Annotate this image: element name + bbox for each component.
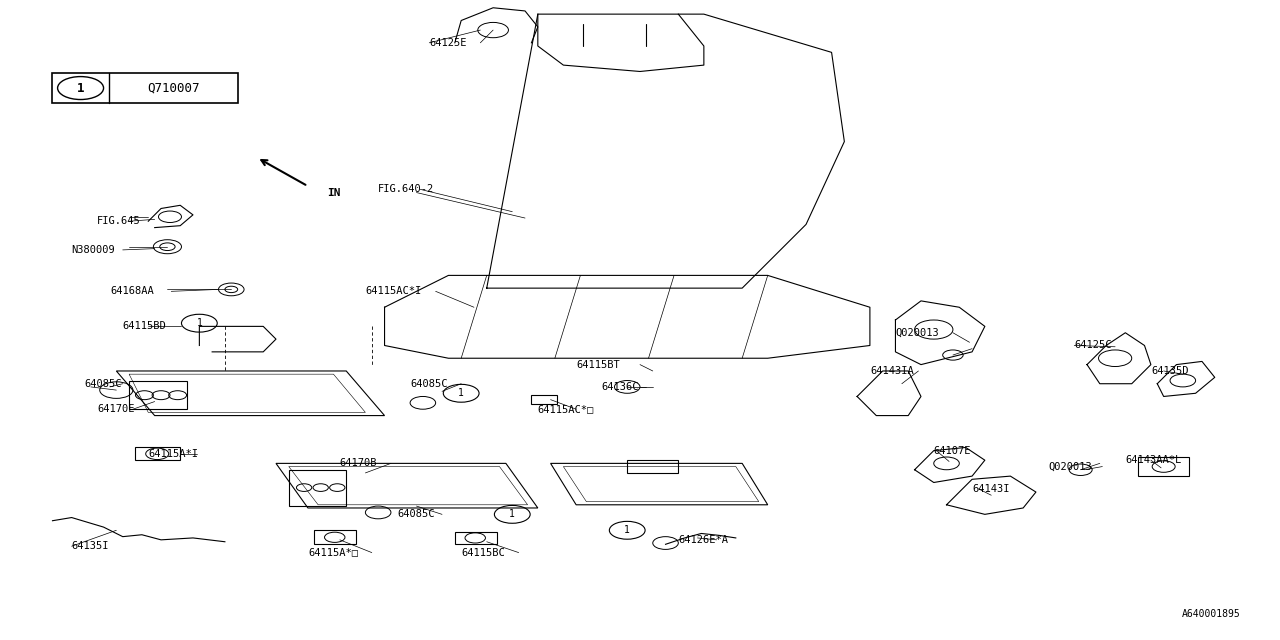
Text: 64170B: 64170B xyxy=(340,458,378,468)
Text: 1: 1 xyxy=(625,525,630,535)
Text: 64143AA*L: 64143AA*L xyxy=(1125,455,1181,465)
Text: 1: 1 xyxy=(77,81,84,95)
Text: 64115AC*I: 64115AC*I xyxy=(365,286,421,296)
Text: 64115A*I: 64115A*I xyxy=(148,449,198,459)
Text: 64143IA: 64143IA xyxy=(870,366,914,376)
Text: 64085C: 64085C xyxy=(410,379,448,388)
Text: Q710007: Q710007 xyxy=(147,81,200,95)
Text: 64115AC*□: 64115AC*□ xyxy=(538,404,594,414)
Text: 64136C: 64136C xyxy=(602,382,639,392)
Text: Q020013: Q020013 xyxy=(896,328,940,338)
Text: 64125E: 64125E xyxy=(429,38,467,48)
Text: 64125C: 64125C xyxy=(1074,340,1112,351)
Bar xyxy=(1138,457,1189,476)
Text: 1: 1 xyxy=(509,509,516,519)
Text: 64115BC: 64115BC xyxy=(461,548,504,557)
Text: 64115BD: 64115BD xyxy=(123,321,166,332)
Text: 64170E: 64170E xyxy=(97,404,134,414)
Text: 64115A*□: 64115A*□ xyxy=(308,548,358,557)
Text: 64085C: 64085C xyxy=(84,379,122,388)
Text: FIG.645: FIG.645 xyxy=(97,216,141,226)
Text: N380009: N380009 xyxy=(72,245,115,255)
Text: FIG.640-2: FIG.640-2 xyxy=(378,184,434,195)
Text: 64168AA: 64168AA xyxy=(110,286,154,296)
Text: 64135D: 64135D xyxy=(1151,366,1188,376)
Text: 1: 1 xyxy=(458,388,465,398)
Text: 64115BT: 64115BT xyxy=(576,360,620,370)
Text: A640001895: A640001895 xyxy=(1181,609,1240,620)
Text: Q020013: Q020013 xyxy=(1048,461,1092,472)
Text: 64135I: 64135I xyxy=(72,541,109,551)
Text: IN: IN xyxy=(328,188,340,198)
Text: 1: 1 xyxy=(196,318,202,328)
Text: 64085C: 64085C xyxy=(397,509,435,519)
Text: 64143I: 64143I xyxy=(972,484,1010,494)
Text: 64107E: 64107E xyxy=(934,445,972,456)
Bar xyxy=(52,73,238,103)
Text: 64126E*A: 64126E*A xyxy=(678,535,728,545)
